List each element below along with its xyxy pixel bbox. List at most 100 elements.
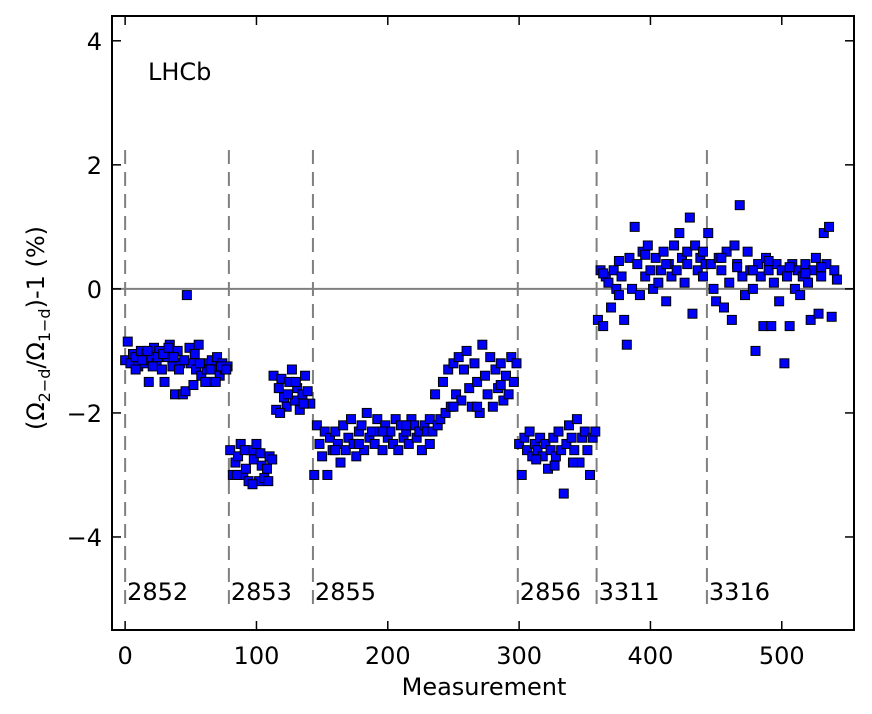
data-points xyxy=(120,200,842,499)
data-point xyxy=(774,296,785,307)
data-point xyxy=(679,277,690,288)
data-point xyxy=(424,414,435,425)
data-point xyxy=(726,314,737,325)
data-point xyxy=(435,414,446,425)
data-point xyxy=(173,364,184,375)
data-point xyxy=(137,355,148,366)
run-label-3316: 3316 xyxy=(709,578,770,606)
data-point xyxy=(556,445,567,456)
data-point xyxy=(742,246,753,257)
data-point xyxy=(816,271,827,282)
data-point xyxy=(661,259,672,270)
data-point xyxy=(624,252,635,263)
data-point xyxy=(448,401,459,412)
data-point xyxy=(648,283,659,294)
data-point xyxy=(443,364,454,375)
data-point xyxy=(634,290,645,301)
data-point xyxy=(346,414,357,425)
data-point xyxy=(461,345,472,356)
data-point xyxy=(281,401,292,412)
data-point xyxy=(711,296,722,307)
data-point xyxy=(718,302,729,313)
data-point xyxy=(163,342,174,353)
data-point xyxy=(724,277,735,288)
data-point xyxy=(768,277,779,288)
data-point xyxy=(261,463,272,474)
data-point xyxy=(485,352,496,363)
data-point xyxy=(687,308,698,319)
data-point xyxy=(317,451,328,462)
data-point xyxy=(514,438,525,449)
data-point xyxy=(690,240,701,251)
data-point xyxy=(482,389,493,400)
data-point xyxy=(697,271,708,282)
data-point xyxy=(495,358,506,369)
data-point xyxy=(205,364,216,375)
data-point xyxy=(516,469,527,480)
data-point xyxy=(210,376,221,387)
data-point xyxy=(282,389,293,400)
x-tick-label: 0 xyxy=(117,642,132,670)
data-point xyxy=(606,302,617,313)
data-point xyxy=(427,426,438,437)
data-point xyxy=(388,438,399,449)
data-point xyxy=(650,252,661,263)
run-label-2853: 2853 xyxy=(231,578,292,606)
data-point xyxy=(548,432,559,443)
data-point xyxy=(813,308,824,319)
x-tick-label: 400 xyxy=(628,642,674,670)
data-point xyxy=(500,370,511,381)
run-labels: 2852 2853 2855 2856 3311 3316 xyxy=(127,578,770,606)
data-point xyxy=(579,426,590,437)
data-point xyxy=(401,420,412,431)
data-point xyxy=(311,420,322,431)
data-point xyxy=(640,249,651,260)
data-point xyxy=(251,438,262,449)
data-point xyxy=(286,364,297,375)
data-point xyxy=(275,407,286,418)
data-point xyxy=(784,321,795,332)
data-point xyxy=(800,268,811,279)
data-point xyxy=(416,445,427,456)
data-point xyxy=(684,212,695,223)
data-point xyxy=(168,352,179,363)
data-point xyxy=(479,370,490,381)
data-point xyxy=(511,358,522,369)
data-point xyxy=(564,420,575,431)
data-point xyxy=(789,283,800,294)
data-point xyxy=(582,445,593,456)
data-point xyxy=(598,268,609,279)
x-tick-label: 300 xyxy=(496,642,542,670)
experiment-label: LHCb xyxy=(148,58,211,86)
data-point xyxy=(343,432,354,443)
data-point xyxy=(451,389,462,400)
data-point xyxy=(805,314,816,325)
data-point xyxy=(645,265,656,276)
data-point xyxy=(613,255,624,266)
data-point xyxy=(353,438,364,449)
data-point xyxy=(330,445,341,456)
data-point xyxy=(616,271,627,282)
data-point xyxy=(302,386,313,397)
x-tick-labels: 0 100 200 300 400 500 xyxy=(117,642,804,670)
data-point xyxy=(156,364,167,375)
data-point xyxy=(721,246,732,257)
data-point xyxy=(477,339,488,350)
run-label-2856: 2856 xyxy=(520,578,581,606)
data-point xyxy=(290,376,301,387)
data-point xyxy=(143,376,154,387)
data-point xyxy=(180,386,191,397)
data-point xyxy=(603,277,614,288)
data-point xyxy=(351,451,362,462)
data-point xyxy=(221,364,232,375)
data-point xyxy=(818,228,829,239)
data-point xyxy=(747,265,758,276)
data-point xyxy=(627,283,638,294)
data-point xyxy=(661,296,672,307)
data-point xyxy=(629,221,640,232)
data-point xyxy=(472,376,483,387)
data-point xyxy=(335,457,346,468)
data-point xyxy=(621,339,632,350)
data-point xyxy=(613,290,624,301)
